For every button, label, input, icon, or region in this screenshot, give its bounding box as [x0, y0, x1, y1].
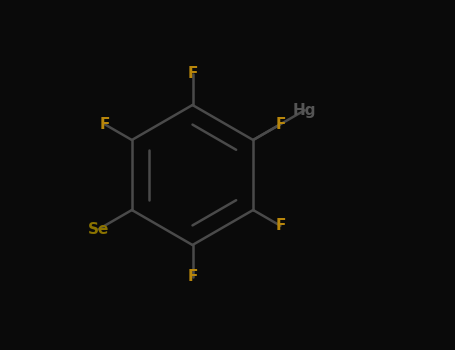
Text: Se: Se [88, 222, 109, 237]
Text: F: F [275, 218, 286, 233]
Text: F: F [187, 269, 197, 284]
Text: F: F [187, 66, 197, 81]
Text: Hg: Hg [293, 103, 316, 118]
Text: F: F [99, 117, 110, 132]
Text: F: F [275, 117, 286, 132]
